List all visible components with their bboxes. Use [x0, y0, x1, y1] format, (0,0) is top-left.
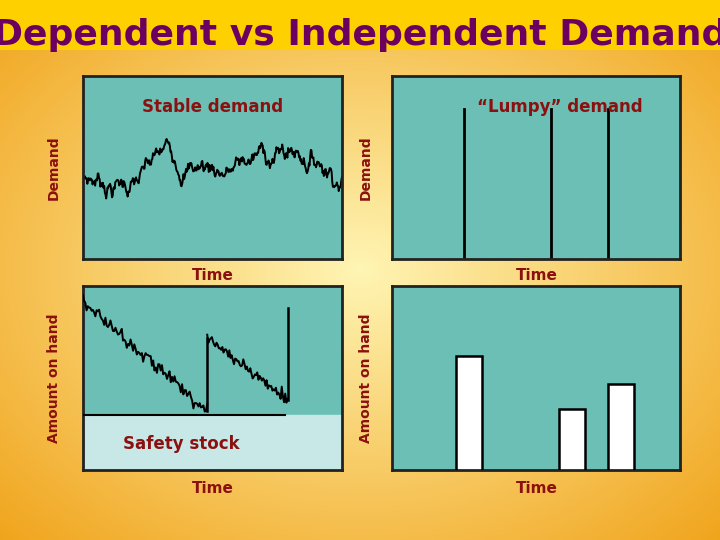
Text: Demand: Demand: [47, 135, 61, 200]
Text: Time: Time: [516, 481, 557, 496]
Text: Demand: Demand: [359, 135, 373, 200]
Text: Amount on hand: Amount on hand: [359, 313, 373, 443]
Text: Time: Time: [516, 268, 557, 283]
Text: Stable demand: Stable demand: [142, 98, 283, 116]
Text: Time: Time: [192, 481, 233, 496]
Text: Dependent vs Independent Demand: Dependent vs Independent Demand: [0, 18, 720, 52]
Text: Amount on hand: Amount on hand: [47, 313, 61, 443]
Bar: [559, 409, 585, 470]
Bar: [456, 356, 482, 470]
Text: “Lumpy” demand: “Lumpy” demand: [477, 98, 642, 116]
Bar: [0, 0, 720, 50]
Text: Safety stock: Safety stock: [123, 435, 240, 453]
Text: Time: Time: [192, 268, 233, 283]
Bar: [608, 383, 634, 470]
